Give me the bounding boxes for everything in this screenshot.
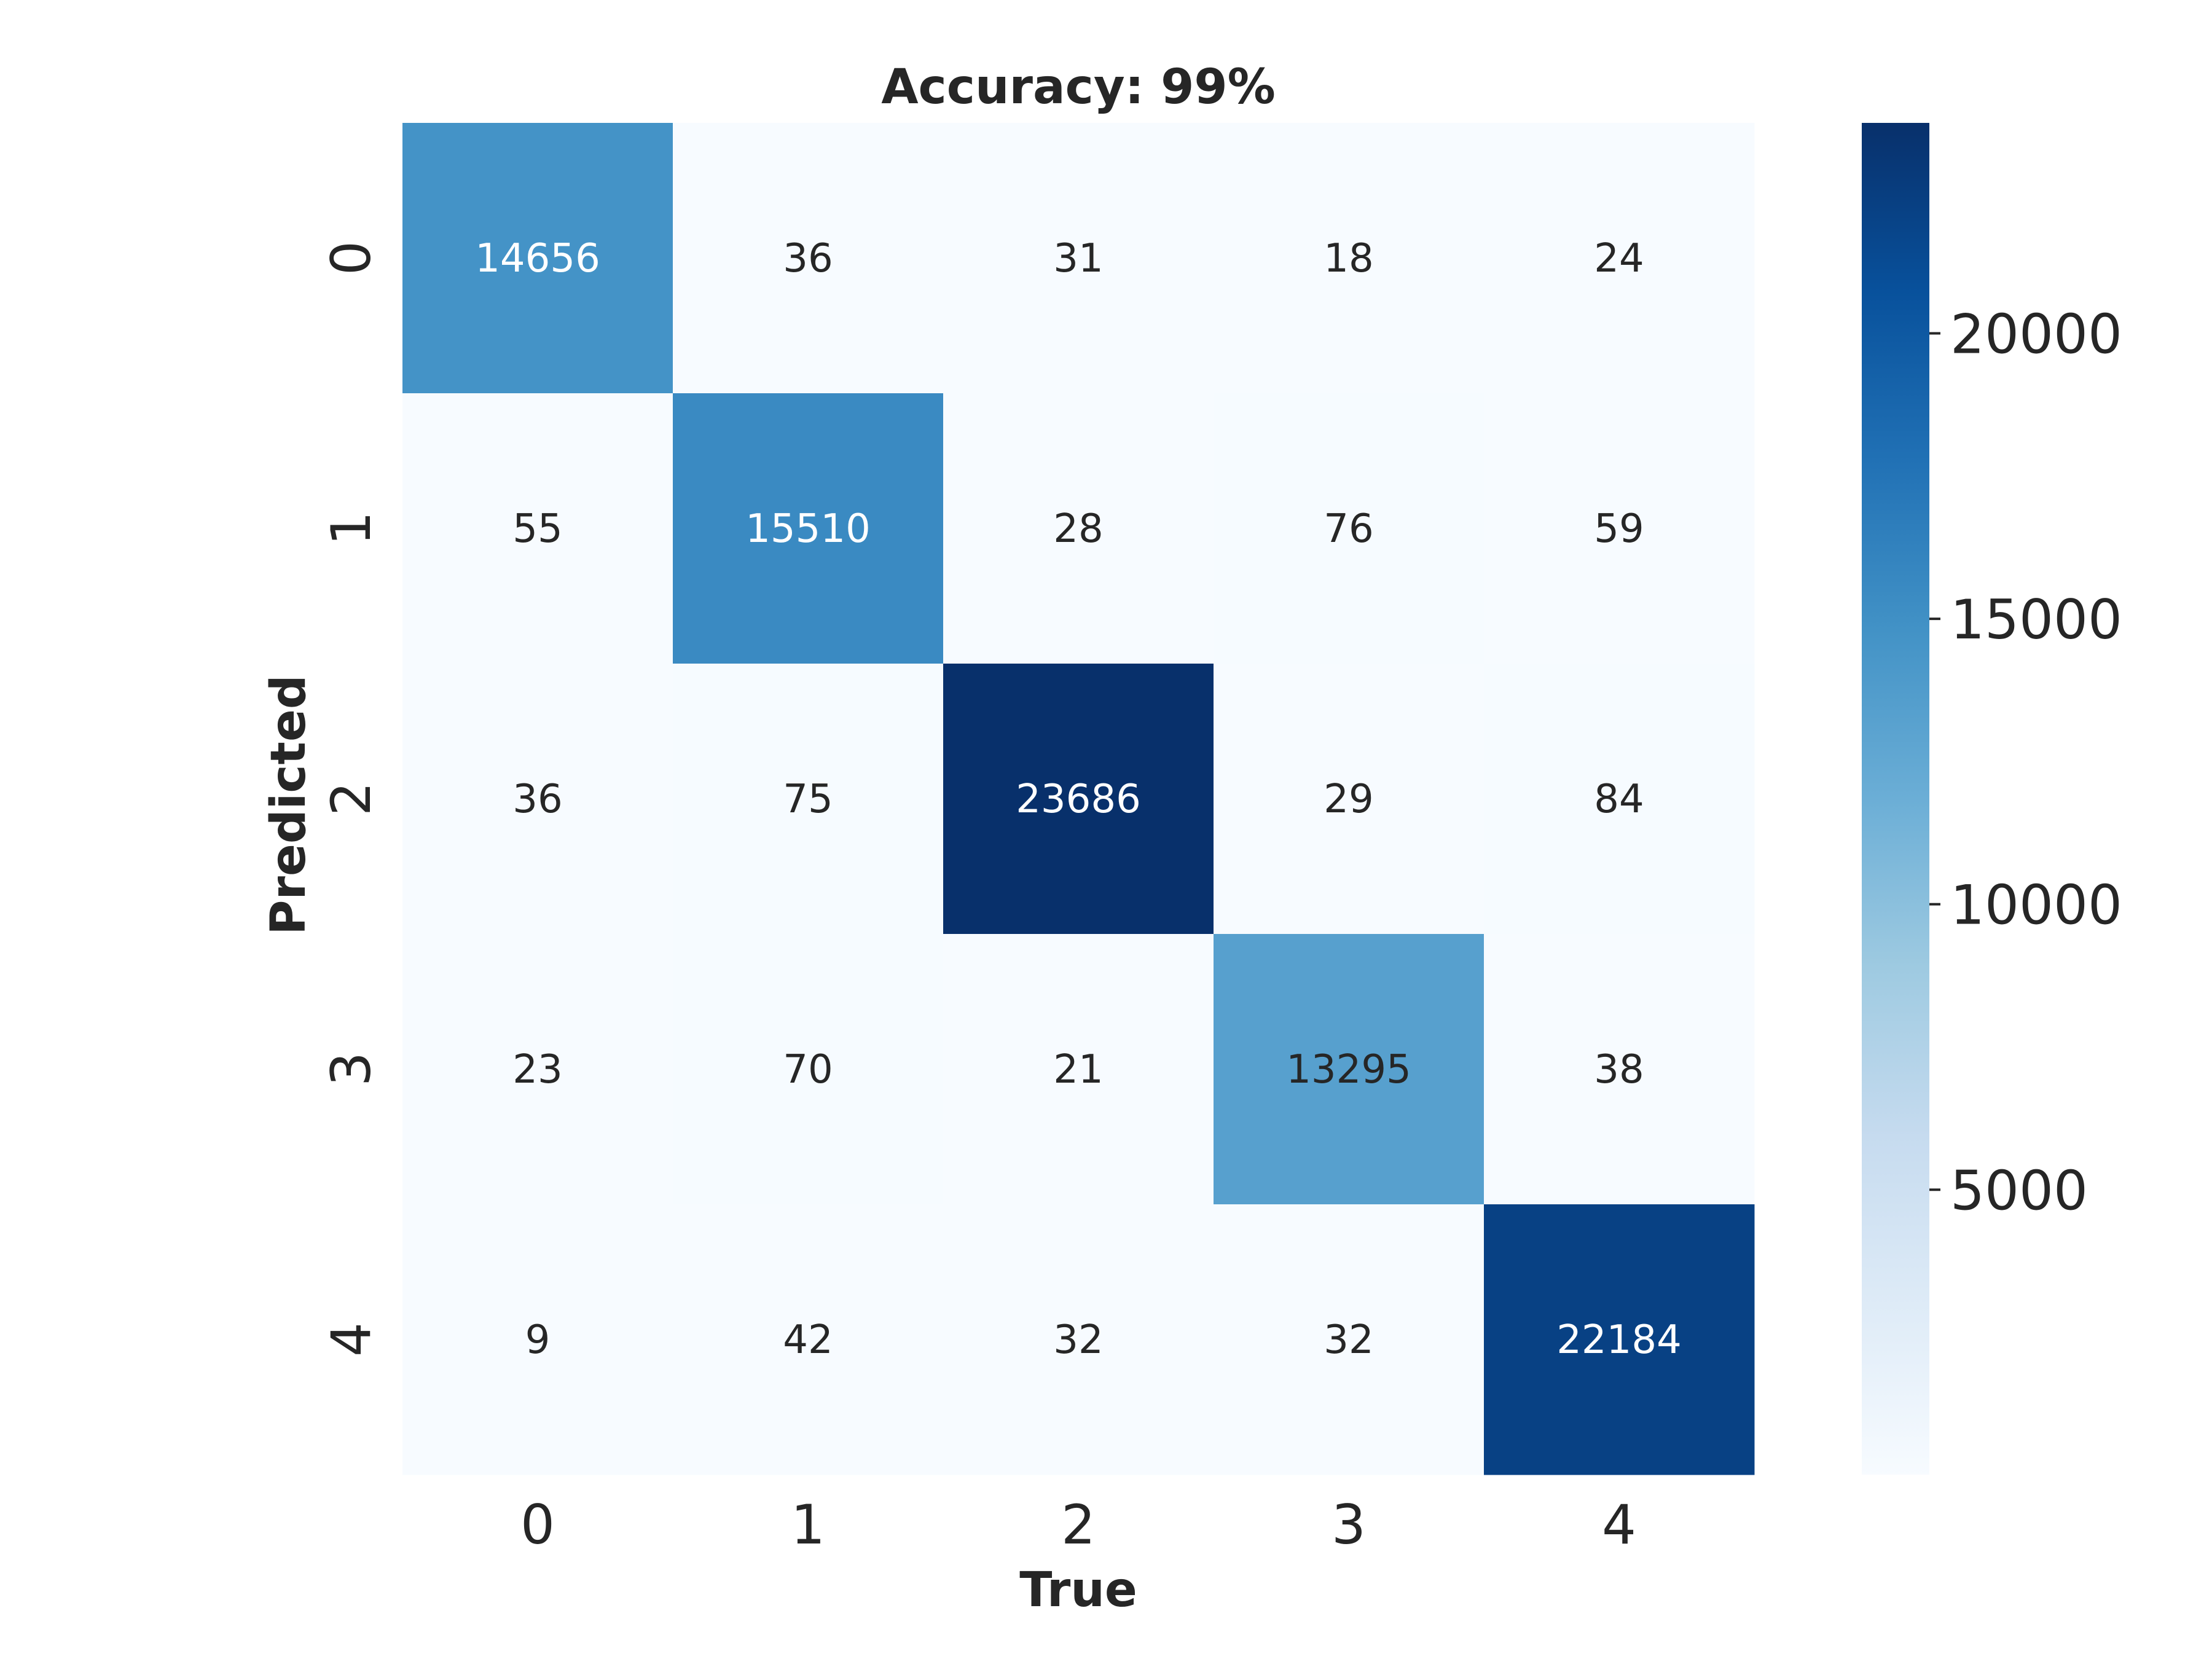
cell-value-label: 21 [1053,1047,1103,1092]
heatmap-cell [1214,1204,1484,1475]
heatmap-cells: 14656 36 31 18 24 55 15510 28 76 59 36 75 23686 29 84 2… [402,123,1755,1475]
cell-value-label: 29 [1324,777,1373,822]
x-tick-label: 1 [791,1493,825,1556]
colorbar: 5000 10000 15000 20000 [1862,123,2122,1475]
heatmap-cell [402,1204,673,1475]
heatmap-cell [1214,123,1484,394]
colorbar-gradient [1862,123,1929,1475]
chart-title: Accuracy: 99% [881,60,1276,115]
cell-value-label: 36 [783,236,833,281]
cell-value-label: 18 [1324,236,1373,281]
cell-value-label: 32 [1324,1317,1373,1363]
cell-value-label: 28 [1053,506,1103,552]
cell-value-label: 13295 [1286,1047,1411,1092]
y-axis-title: Predicted [261,675,316,935]
heatmap-cell [673,934,944,1205]
heatmap-cell [402,393,673,664]
x-tick-label: 4 [1602,1493,1636,1556]
cell-value-label: 76 [1324,506,1373,552]
colorbar-tick-label: 10000 [1950,874,2122,937]
heatmap-cell [943,393,1214,664]
cell-value-label: 23 [512,1047,562,1092]
cell-value-label: 59 [1594,506,1644,552]
heatmap-cell [943,1204,1214,1475]
colorbar-tick-label: 20000 [1950,302,2122,366]
cell-value-label: 24 [1594,236,1644,281]
cell-value-label: 38 [1594,1047,1644,1092]
cell-value-label: 84 [1594,777,1644,822]
cell-value-label: 42 [783,1317,833,1363]
x-tick-label: 2 [1061,1493,1096,1556]
cell-value-label: 32 [1053,1317,1103,1363]
x-tick-label: 0 [520,1493,555,1556]
cell-value-label: 22184 [1556,1317,1682,1363]
heatmap-cell [1214,934,1484,1205]
heatmap-cell [673,1204,944,1475]
heatmap-cell [1484,1204,1755,1475]
heatmap-cell [1484,123,1755,394]
heatmap-cell [402,123,673,394]
heatmap-cell [1484,393,1755,664]
heatmap-cell [1214,393,1484,664]
colorbar-tick-label: 15000 [1950,588,2122,651]
heatmap-cell [1484,664,1755,935]
cell-value-label: 36 [512,777,562,822]
y-tick-label: 0 [320,241,383,275]
y-tick-labels: 0 1 2 3 4 [320,241,383,1357]
x-tick-label: 3 [1332,1493,1366,1556]
x-tick-labels: 0 1 2 3 4 [520,1493,1636,1556]
cell-value-label: 55 [512,506,562,552]
cell-value-label: 15510 [745,506,871,552]
cell-value-label: 31 [1053,236,1103,281]
heatmap-cell [943,123,1214,394]
cell-value-label: 75 [783,777,833,822]
heatmap-cell [1484,934,1755,1205]
cell-value-label: 14656 [475,236,600,281]
heatmap-cell [402,664,673,935]
y-tick-label: 4 [320,1322,383,1357]
heatmap-cell [943,934,1214,1205]
cell-value-label: 9 [525,1317,551,1363]
heatmap-cell [673,393,944,664]
colorbar-tick-label: 5000 [1950,1159,2088,1222]
heatmap-cell [673,664,944,935]
x-axis-title: True [1019,1563,1137,1618]
y-tick-label: 3 [320,1052,383,1086]
heatmap-cell [1214,664,1484,935]
cell-value-label: 70 [783,1047,833,1092]
y-tick-label: 2 [320,782,383,816]
y-tick-label: 1 [320,511,383,546]
heatmap-cell [943,664,1214,935]
cell-value-label: 23686 [1016,777,1141,822]
heatmap-cell [673,123,944,394]
heatmap-cell [402,934,673,1205]
